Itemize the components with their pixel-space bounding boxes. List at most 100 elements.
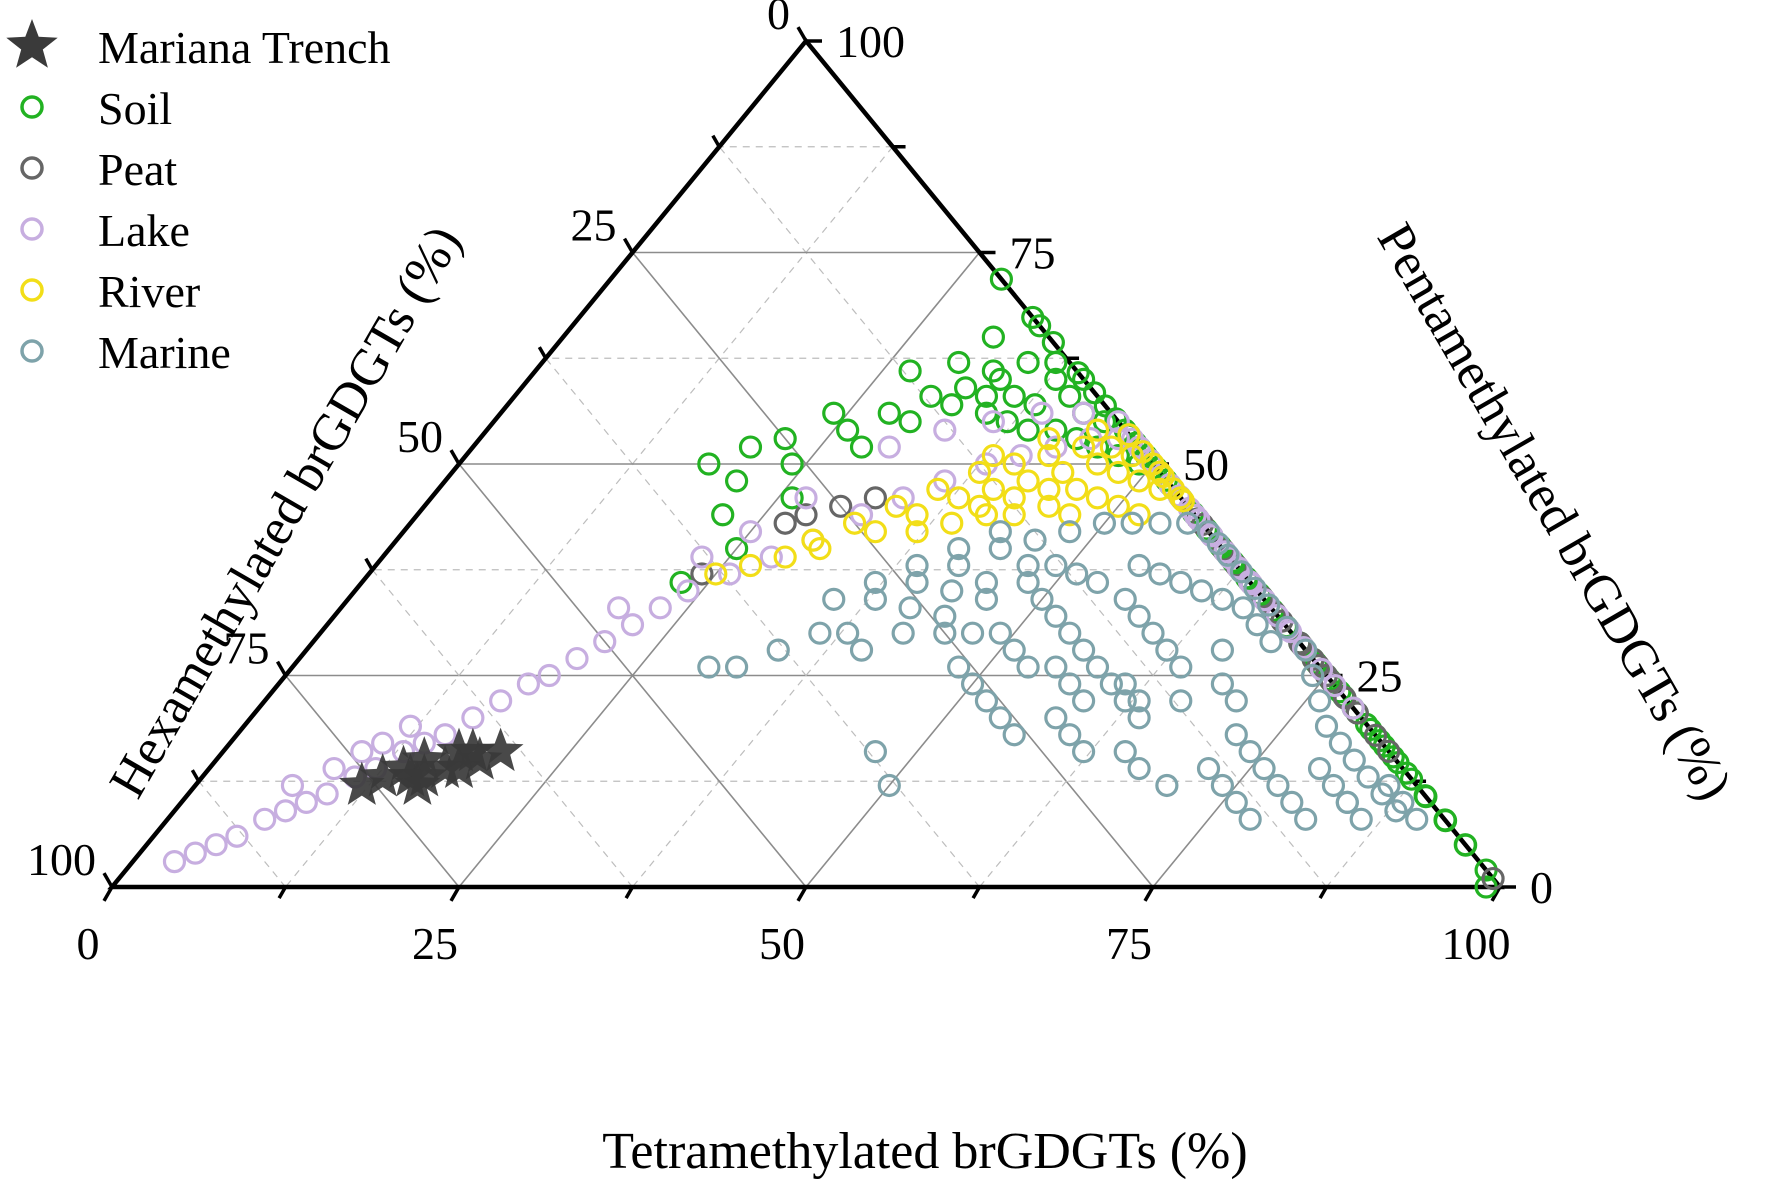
point-circle xyxy=(711,503,735,527)
point-circle xyxy=(1307,756,1332,781)
series-mariana-trench xyxy=(339,727,524,805)
point-circle xyxy=(1280,790,1304,815)
point-circle xyxy=(766,638,790,662)
point-circle xyxy=(183,841,207,865)
point-circle xyxy=(1169,689,1193,713)
point-circle xyxy=(1453,833,1477,857)
point-circle xyxy=(1113,672,1137,696)
point-circle xyxy=(1127,689,1151,713)
point-circle xyxy=(1065,562,1089,586)
tick-label-penta: 25 xyxy=(1357,651,1403,702)
point-circle xyxy=(780,452,804,476)
point-circle xyxy=(690,562,714,586)
point-circle xyxy=(724,469,749,493)
point-circle xyxy=(1349,807,1373,831)
point-circle xyxy=(863,740,888,764)
point-circle xyxy=(724,655,749,679)
point-circle xyxy=(898,596,922,620)
point-circle xyxy=(1016,553,1040,578)
point-circle xyxy=(648,596,672,620)
point-circle xyxy=(989,267,1013,291)
tick-left xyxy=(275,660,288,677)
tick-label-hexa: 0 xyxy=(767,0,790,39)
point-circle xyxy=(759,545,783,569)
point-circle xyxy=(863,570,888,595)
point-circle xyxy=(905,520,929,544)
point-star xyxy=(359,753,406,797)
point-circle xyxy=(947,486,971,510)
grid-line-tetra xyxy=(1326,780,1414,888)
point-circle xyxy=(988,536,1012,561)
point-circle xyxy=(1044,350,1068,375)
point-circle xyxy=(940,579,964,603)
grid-line-hexa xyxy=(718,146,1327,888)
point-circle xyxy=(933,604,957,628)
data-points xyxy=(162,267,1505,899)
point-circle xyxy=(822,587,846,611)
point-circle xyxy=(1481,866,1505,891)
point-circle xyxy=(1210,672,1235,696)
point-circle xyxy=(225,824,249,848)
tick-left xyxy=(190,769,201,783)
legend-star-marker xyxy=(6,19,58,68)
point-circle xyxy=(829,494,853,518)
point-circle xyxy=(1169,570,1193,595)
point-circle xyxy=(1224,723,1248,747)
point-circle xyxy=(1037,477,1061,501)
tick-bottom xyxy=(1318,886,1329,899)
tick-bottom xyxy=(796,886,808,902)
point-circle xyxy=(1266,773,1290,798)
tick-bottom xyxy=(277,886,288,899)
point-circle xyxy=(919,384,943,408)
point-circle xyxy=(898,410,922,434)
point-circle xyxy=(697,452,721,476)
point-circle xyxy=(1345,701,1369,725)
point-circle xyxy=(863,486,888,510)
tick-labels: 0 0 0 25 25 25 50 50 50 75 75 75 100 100 100 xyxy=(27,0,1553,969)
point-circle xyxy=(1044,553,1068,578)
grid-line-hexa xyxy=(198,780,286,888)
point-circle xyxy=(1037,494,1061,518)
point-circle xyxy=(1099,672,1123,696)
point-circle xyxy=(960,672,985,696)
tick-left xyxy=(449,449,461,465)
point-circle xyxy=(350,740,374,764)
point-circle xyxy=(1377,739,1401,763)
tick-bottom xyxy=(102,886,114,902)
point-circle xyxy=(1071,638,1096,662)
point-circle xyxy=(1399,767,1424,791)
point-circle xyxy=(1252,756,1276,781)
tick-label-tetra: 25 xyxy=(412,918,458,969)
point-circle xyxy=(1058,723,1082,747)
point-circle xyxy=(988,621,1012,645)
tick-left xyxy=(537,346,548,360)
point-circle xyxy=(690,545,714,569)
tick-bottom xyxy=(1143,886,1155,902)
point-circle xyxy=(947,655,971,679)
right-axis-title: Pentamethylated brGDGTs (%) xyxy=(1366,214,1743,810)
point-circle xyxy=(1342,748,1366,772)
legend-label: Mariana Trench xyxy=(98,22,391,73)
point-circle xyxy=(1127,706,1151,730)
point-circle xyxy=(1377,773,1401,798)
legend-item: Marine xyxy=(20,327,231,378)
legend-label: Peat xyxy=(98,144,177,195)
point-circle xyxy=(1085,486,1110,510)
point-circle xyxy=(1238,807,1262,831)
point-circle xyxy=(1196,756,1221,781)
point-circle xyxy=(1044,367,1068,391)
point-circle xyxy=(280,773,305,798)
point-circle xyxy=(1066,361,1090,385)
point-circle xyxy=(836,418,860,442)
point-circle xyxy=(1218,546,1242,570)
legend-circle-marker xyxy=(20,339,44,363)
point-circle xyxy=(1002,384,1026,408)
point-circle xyxy=(1275,615,1299,639)
point-circle xyxy=(1224,790,1248,815)
point-circle xyxy=(1294,638,1318,662)
point-circle xyxy=(1229,560,1254,584)
point-circle xyxy=(724,536,749,561)
tick-label-tetra: 50 xyxy=(759,918,805,969)
tick-left xyxy=(364,557,374,571)
